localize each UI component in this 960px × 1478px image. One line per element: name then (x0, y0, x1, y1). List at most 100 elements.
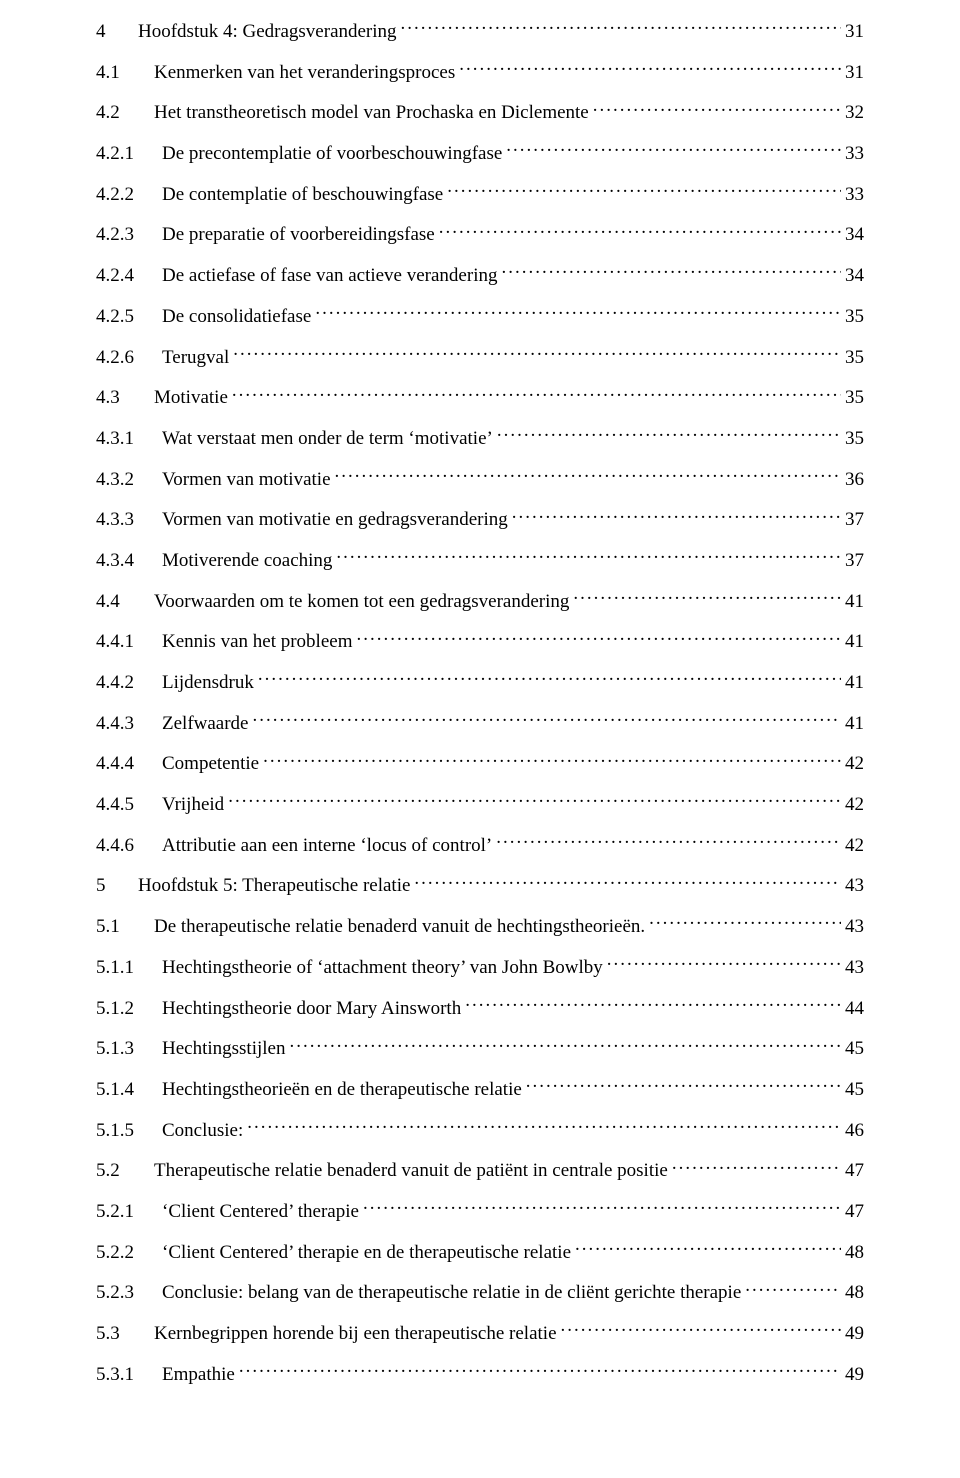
toc-entry-page: 36 (841, 468, 864, 493)
toc-entry-number: 5.1.1 (96, 956, 162, 981)
toc-entry-page: 41 (841, 671, 864, 696)
toc-entry-title: Competentie (162, 752, 263, 777)
toc-entry-page: 43 (841, 956, 864, 981)
toc-entry-title: Terugval (162, 346, 233, 371)
toc-leader-dots (745, 1279, 841, 1298)
toc-entry-title: Vormen van motivatie en gedragsveranderi… (162, 508, 512, 533)
toc-entry-page: 35 (841, 427, 864, 452)
toc-entry-title: Empathie (162, 1363, 239, 1388)
toc-entry-number: 5.1.4 (96, 1078, 162, 1103)
toc-entry-number: 4.4 (96, 590, 154, 615)
toc-leader-dots (401, 18, 841, 37)
toc-entry: 4.3.4Motiverende coaching37 (96, 547, 864, 574)
toc-entry-page: 44 (841, 997, 864, 1022)
toc-entry: 4.2.6Terugval35 (96, 344, 864, 371)
toc-entry: 4.2.3De preparatie of voorbereidingsfase… (96, 221, 864, 248)
toc-entry-page: 42 (841, 834, 864, 859)
toc-entry: 4.4.5Vrijheid42 (96, 791, 864, 818)
toc-leader-dots (506, 140, 841, 159)
toc-entry-number: 4.3.3 (96, 508, 162, 533)
toc-leader-dots (247, 1117, 841, 1136)
toc-entry-number: 5.2.2 (96, 1241, 162, 1266)
toc-entry-title: Het transtheoretisch model van Prochaska… (154, 101, 593, 126)
toc-entry: 5.3.1Empathie49 (96, 1361, 864, 1388)
toc-leader-dots (459, 59, 841, 78)
toc-leader-dots (239, 1361, 841, 1380)
toc-entry-number: 4.4.2 (96, 671, 162, 696)
toc-entry-page: 47 (841, 1159, 864, 1184)
toc-entry: 4.2.4De actiefase of fase van actieve ve… (96, 262, 864, 289)
toc-entry-title: ‘Client Centered’ therapie en de therape… (162, 1241, 575, 1266)
toc-entry-title: Wat verstaat men onder de term ‘motivati… (162, 427, 497, 452)
toc-entry-title: Kernbegrippen horende bij een therapeuti… (154, 1322, 561, 1347)
toc-entry-page: 31 (841, 61, 864, 86)
toc-leader-dots (526, 1076, 841, 1095)
toc-entry-page: 48 (841, 1281, 864, 1306)
toc-entry-title: Hoofdstuk 4: Gedragsverandering (138, 20, 401, 45)
toc-entry-title: ‘Client Centered’ therapie (162, 1200, 363, 1225)
toc-entry-page: 46 (841, 1119, 864, 1144)
toc-entry-page: 41 (841, 712, 864, 737)
toc-entry: 5.1.5Conclusie:46 (96, 1117, 864, 1144)
toc-leader-dots (561, 1320, 841, 1339)
toc-leader-dots (258, 669, 841, 688)
toc-entry: 4.3.1Wat verstaat men onder de term ‘mot… (96, 425, 864, 452)
toc-entry-page: 48 (841, 1241, 864, 1266)
toc-entry-page: 35 (841, 305, 864, 330)
toc-entry: 4.4.1Kennis van het probleem41 (96, 628, 864, 655)
toc-entry-title: Hechtingsstijlen (162, 1037, 289, 1062)
toc-entry-number: 4.3.2 (96, 468, 162, 493)
toc-entry-page: 33 (841, 142, 864, 167)
toc-entry: 4.4Voorwaarden om te komen tot een gedra… (96, 588, 864, 615)
toc-entry: 5.1.3Hechtingsstijlen 45 (96, 1035, 864, 1062)
toc-entry-page: 32 (841, 101, 864, 126)
toc-entry: 5.3Kernbegrippen horende bij een therape… (96, 1320, 864, 1347)
toc-entry-number: 5.2.1 (96, 1200, 162, 1225)
toc-leader-dots (497, 425, 841, 444)
toc-entry-number: 4.2.5 (96, 305, 162, 330)
toc-entry-page: 42 (841, 752, 864, 777)
toc-entry-page: 45 (841, 1037, 864, 1062)
toc-entry-page: 37 (841, 508, 864, 533)
toc-leader-dots (501, 262, 841, 281)
toc-entry-title: De precontemplatie of voorbeschouwingfas… (162, 142, 506, 167)
toc-entry-title: Hechtingstheorie of ‘attachment theory’ … (162, 956, 607, 981)
toc-entry-number: 4.2.2 (96, 183, 162, 208)
toc-entry-title: Conclusie: (162, 1119, 247, 1144)
toc-entry-title: Hoofdstuk 5: Therapeutische relatie (138, 874, 414, 899)
toc-entry-page: 43 (841, 874, 864, 899)
toc-entry-title: Vormen van motivatie (162, 468, 335, 493)
toc-leader-dots (233, 344, 841, 363)
toc-entry: 4.3.2Vormen van motivatie 36 (96, 466, 864, 493)
toc-entry-number: 4 (96, 20, 138, 45)
toc-leader-dots (289, 1035, 841, 1054)
toc-entry-page: 34 (841, 223, 864, 248)
toc-leader-dots (573, 588, 841, 607)
toc-leader-dots (363, 1198, 841, 1217)
toc-leader-dots (649, 913, 841, 932)
toc-leader-dots (414, 872, 841, 891)
toc-entry-title: De consolidatiefase (162, 305, 315, 330)
toc-leader-dots (356, 628, 841, 647)
toc-entry-number: 5.1.3 (96, 1037, 162, 1062)
toc-entry: 5.1.1Hechtingstheorie of ‘attachment the… (96, 954, 864, 981)
toc-entry-title: De contemplatie of beschouwingfase (162, 183, 447, 208)
toc-leader-dots (575, 1239, 841, 1258)
toc-entry: 5.1.2Hechtingstheorie door Mary Ainswort… (96, 995, 864, 1022)
toc-entry-page: 35 (841, 386, 864, 411)
toc-entry: 4.4.3Zelfwaarde41 (96, 710, 864, 737)
toc-entry-page: 45 (841, 1078, 864, 1103)
toc-entry-title: Lijdensdruk (162, 671, 258, 696)
toc-entry-page: 34 (841, 264, 864, 289)
toc-leader-dots (263, 750, 841, 769)
toc-leader-dots (512, 506, 841, 525)
toc-entry: 5.2.3Conclusie: belang van de therapeuti… (96, 1279, 864, 1306)
toc-entry-number: 5.3.1 (96, 1363, 162, 1388)
toc-leader-dots (607, 954, 841, 973)
toc-entry-title: Therapeutische relatie benaderd vanuit d… (154, 1159, 672, 1184)
toc-entry-number: 5.1.2 (96, 997, 162, 1022)
toc-entry: 4Hoofdstuk 4: Gedragsverandering31 (96, 18, 864, 45)
toc-entry-title: Motiverende coaching (162, 549, 336, 574)
toc-entry-page: 33 (841, 183, 864, 208)
toc-entry-page: 42 (841, 793, 864, 818)
